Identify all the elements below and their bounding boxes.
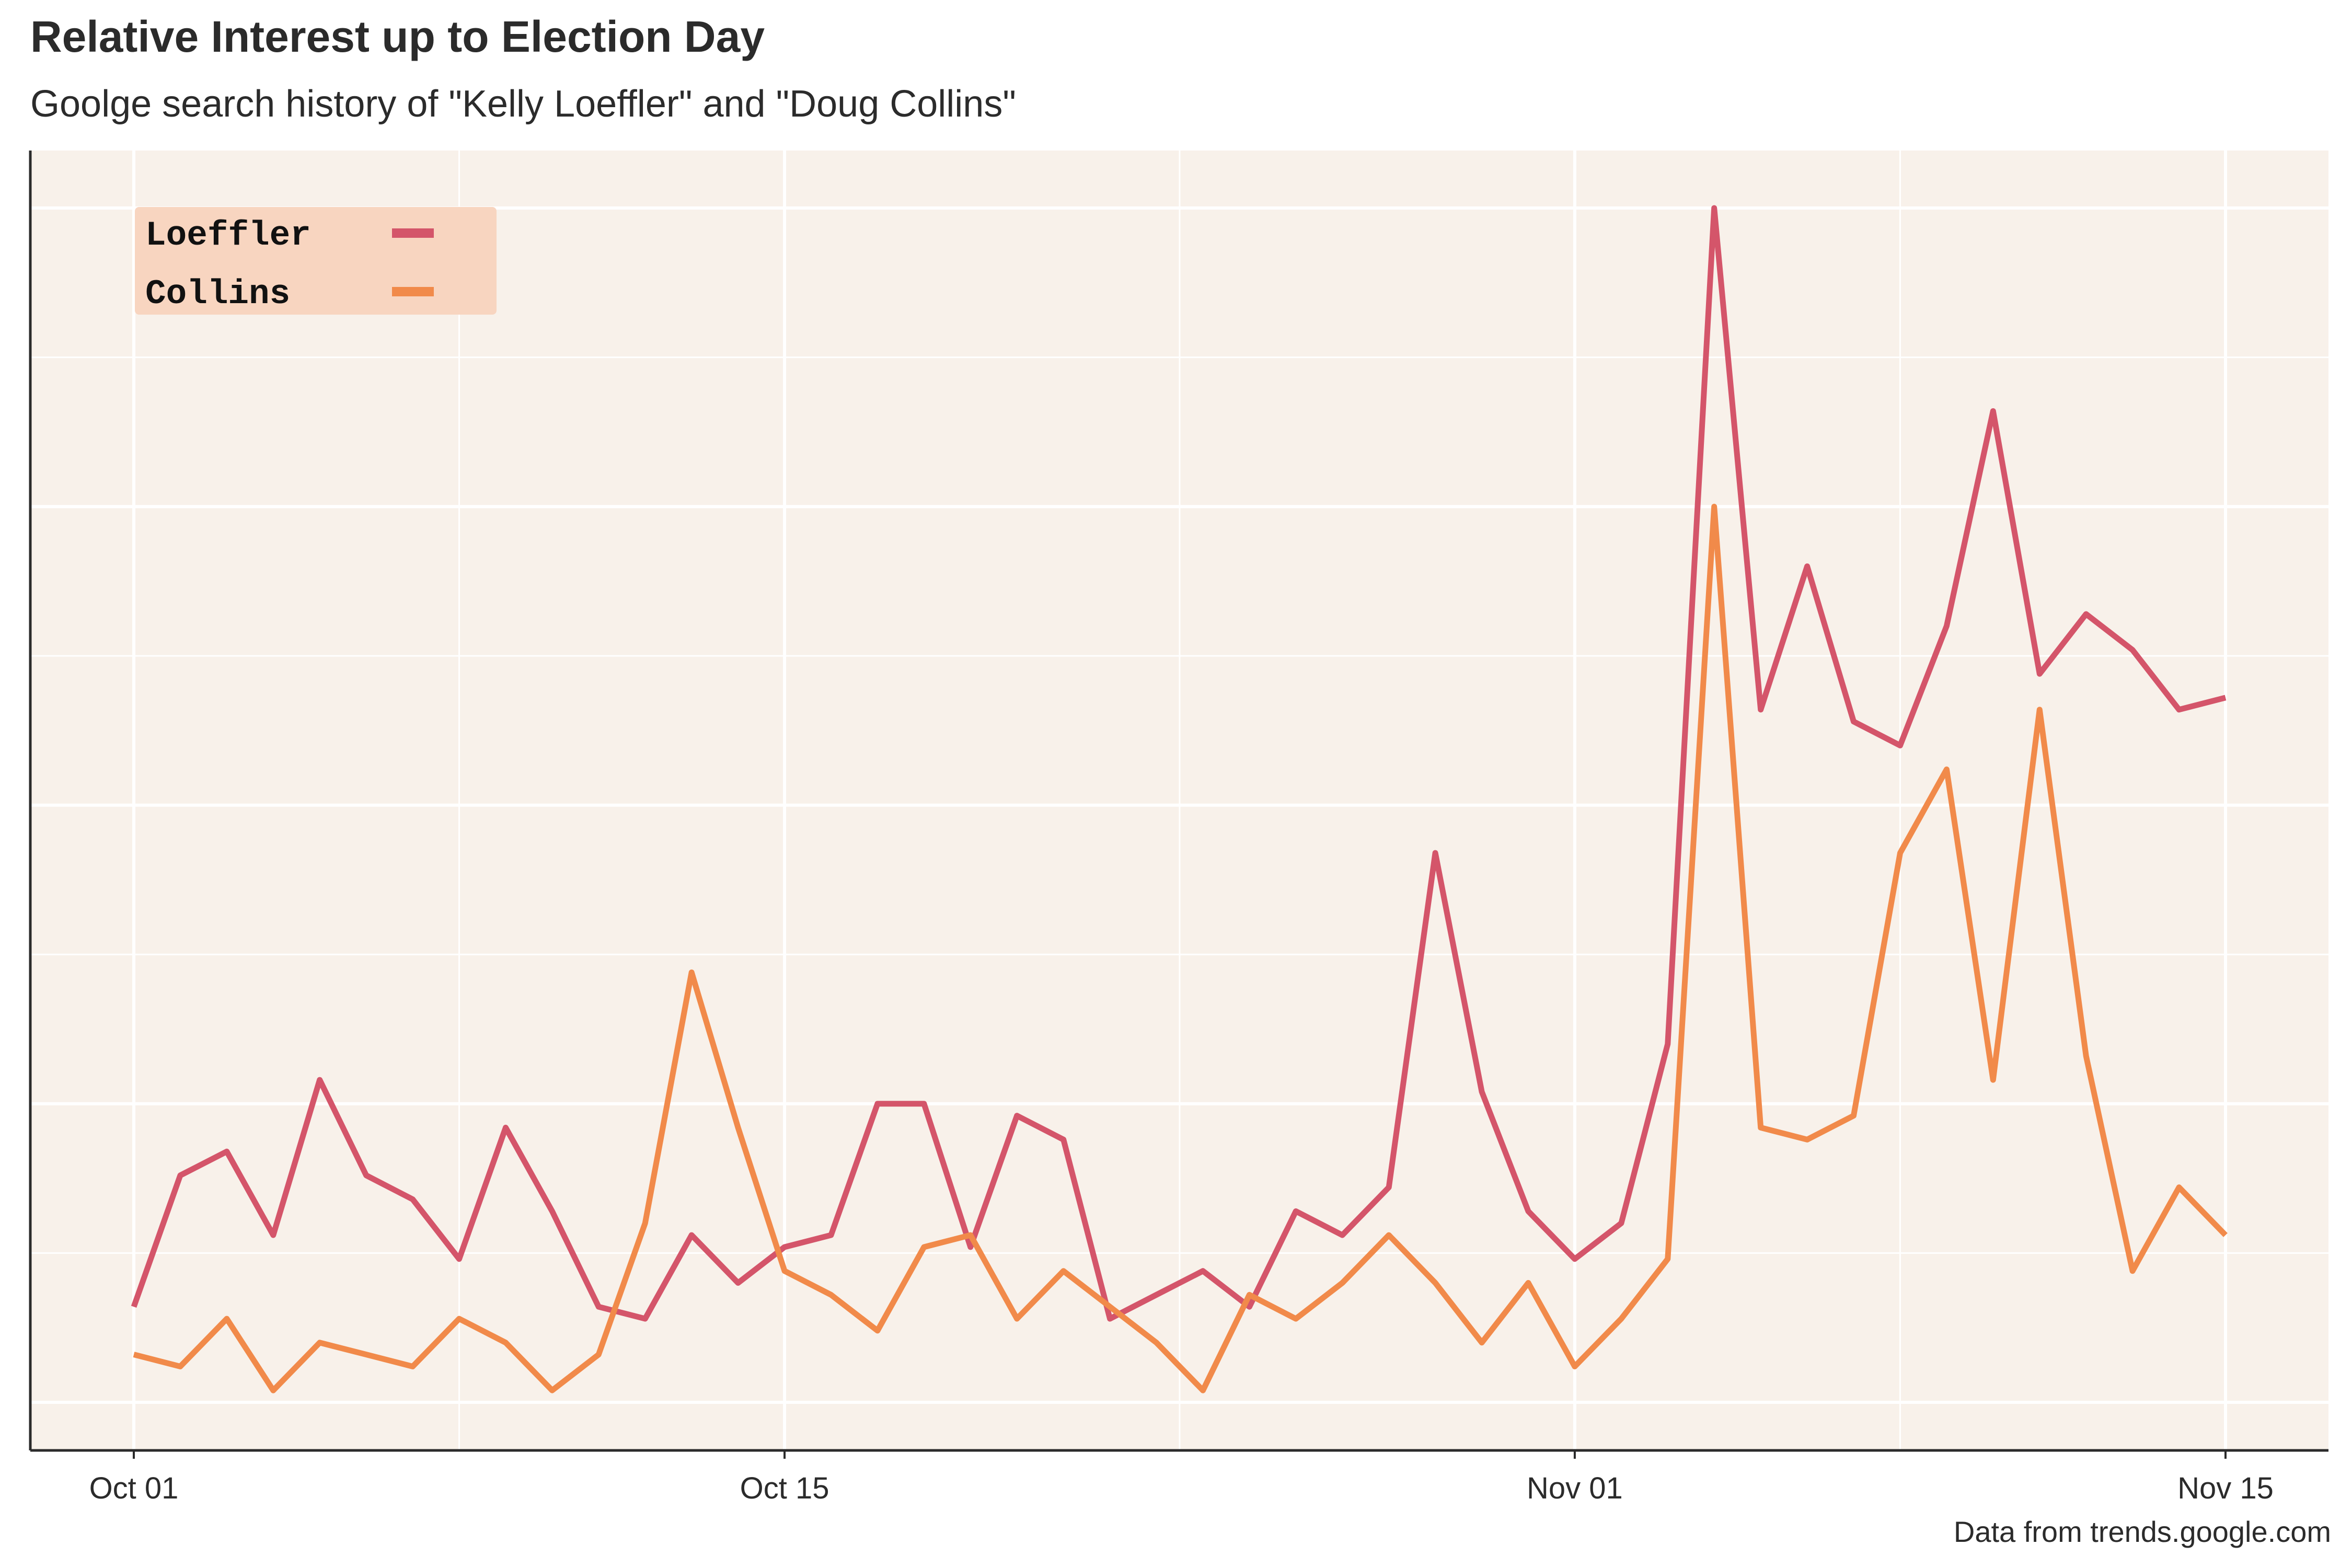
chart-subtitle: Goolge search history of "Kelly Loeffler…	[30, 83, 1016, 125]
series-layer	[131, 205, 2228, 1393]
x-tick-label: Oct 15	[740, 1471, 829, 1505]
legend-label-collins: Collins	[145, 274, 290, 314]
series-collins	[133, 503, 2228, 1393]
axes	[29, 151, 2328, 1452]
series-loeffler	[131, 205, 2227, 1322]
legend-label-loeffler: Loeffler	[145, 216, 311, 255]
legend: Loeffler Collins	[135, 207, 497, 315]
series-line-collins	[133, 503, 2228, 1393]
x-tick-label: Oct 01	[89, 1471, 179, 1505]
data-source-caption: Data from trends.google.com	[1953, 1515, 2331, 1548]
minor-gridlines	[30, 151, 2328, 1450]
series-line-loeffler	[131, 205, 2227, 1322]
x-tick-label: Nov 01	[1527, 1471, 1623, 1505]
x-tick-label: Nov 15	[2177, 1471, 2274, 1505]
x-axis-ticks: Oct 01 Oct 15 Nov 01 Nov 15	[89, 1450, 2274, 1505]
chart-title: Relative Interest up to Election Day	[30, 12, 765, 61]
